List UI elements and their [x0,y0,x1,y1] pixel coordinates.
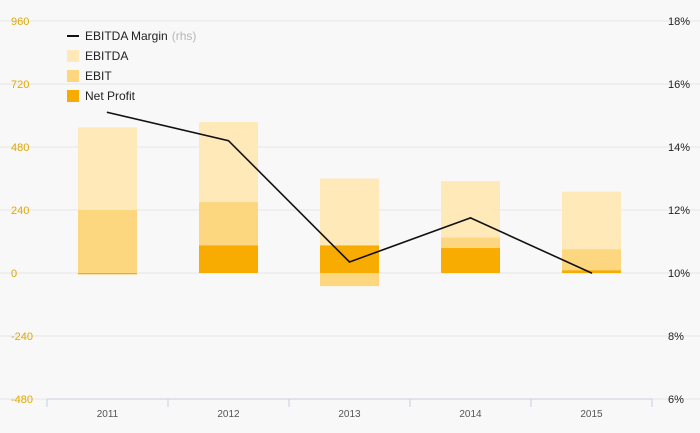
right-tick-label: 8% [668,331,684,343]
point-margin-2013 [348,261,351,263]
left-tick-label: 0 [11,268,17,280]
legend: EBITDA Margin (rhs) EBITDA EBIT Net Profit [67,29,196,103]
right-tick-label: 16% [668,79,690,91]
right-tick-label: 14% [668,142,690,154]
bar-net-profit-2014 [441,248,500,273]
right-tick-label: 12% [668,205,690,217]
left-tick-label: 480 [11,142,29,154]
right-tick-label: 18% [668,16,690,28]
left-tick-label: 960 [11,16,29,28]
bar-ebit-2011 [78,210,137,273]
left-tick-label: 240 [11,205,29,217]
x-tick-label: 2011 [97,409,119,420]
x-tick-label: 2012 [217,409,240,420]
left-axis-ticks: 960 720 480 240 0 -240 -480 [11,16,33,406]
left-tick-label: -240 [11,331,33,343]
legend-marker-square [67,70,79,82]
bar-net-profit-2012 [199,245,258,273]
bar-net-profit-2013 [320,245,379,273]
x-tick-label: 2015 [580,409,603,420]
x-tick-label: 2014 [459,409,482,420]
bar-ebit-2015 [562,249,621,273]
legend-suffix: (rhs) [172,29,197,43]
legend-marker-square [67,50,79,62]
point-margin-2014 [469,217,472,219]
legend-label: EBITDA Margin (rhs) [85,29,196,43]
right-tick-label: 6% [668,394,684,406]
legend-label: EBIT [85,69,112,83]
right-axis-ticks: 18% 16% 14% 12% 10% 8% 6% [668,16,690,406]
left-tick-label: 720 [11,79,29,91]
legend-marker-square [67,90,79,102]
bar-net-profit-2011 [78,273,137,275]
x-axis: 2011 2012 2013 2014 2015 [46,398,653,420]
right-tick-label: 10% [668,268,690,280]
bar-ebit-2013 [320,273,379,287]
x-tick-label: 2013 [338,409,361,420]
legend-label: Net Profit [85,89,136,103]
legend-label: EBITDA [85,49,128,63]
left-tick-label: -480 [11,394,33,406]
bars [78,122,621,287]
point-margin-2011 [106,111,109,114]
margin-line-layer [106,111,593,274]
point-margin-2012 [227,139,230,142]
bar-net-profit-2015 [562,270,621,273]
point-margin-2015 [590,272,593,274]
